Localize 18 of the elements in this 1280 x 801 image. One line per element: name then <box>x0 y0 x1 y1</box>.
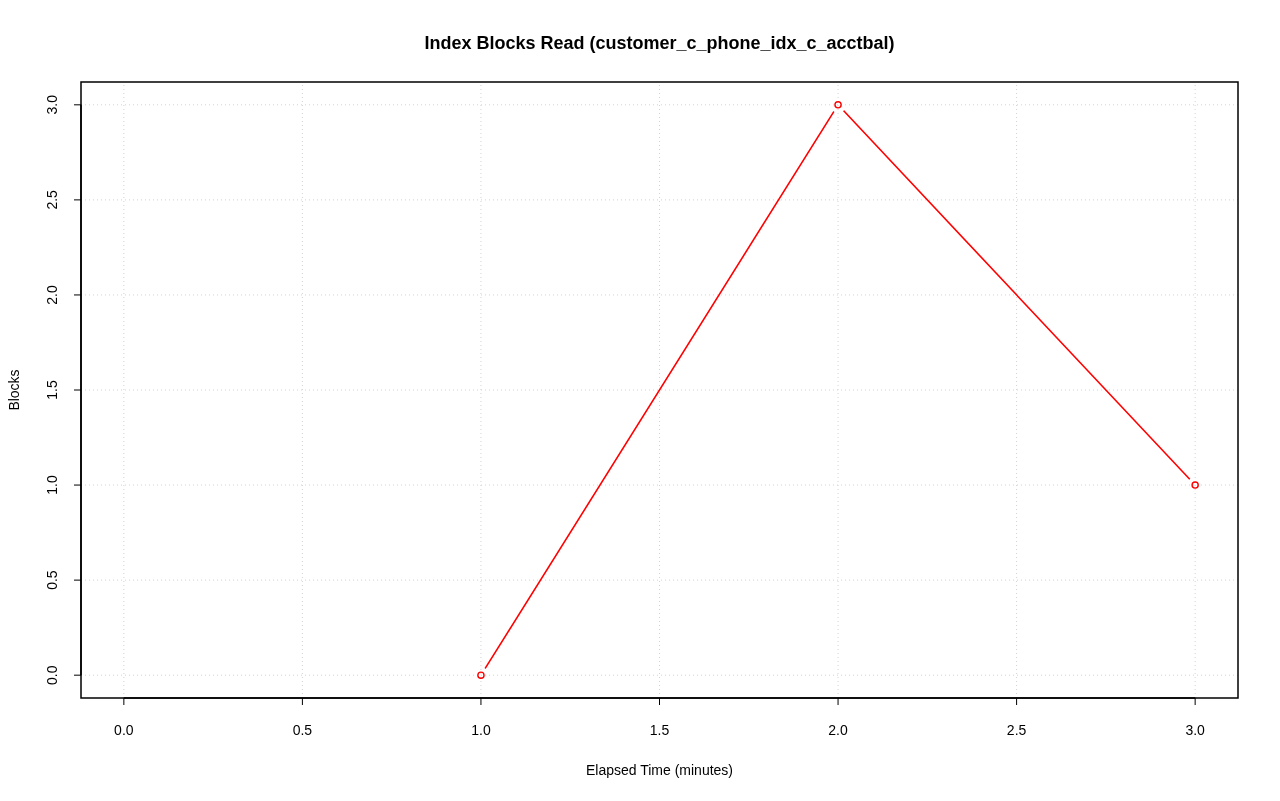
y-tick-label: 1.0 <box>44 475 60 495</box>
chart-title: Index Blocks Read (customer_c_phone_idx_c_acctbal) <box>424 33 895 53</box>
y-tick-label: 0.5 <box>44 570 60 590</box>
x-axis-title: Elapsed Time (minutes) <box>585 762 734 778</box>
y-tick-label: 1.5 <box>44 380 60 400</box>
y-tick-label: 3.0 <box>44 94 60 115</box>
y-axis-title: Blocks <box>6 369 22 411</box>
y-tick-label: 2.5 <box>44 189 60 210</box>
x-tick-label: 2.5 <box>1006 722 1027 738</box>
x-tick-label: 1.5 <box>649 722 670 738</box>
y-tick-label: 0.0 <box>44 665 60 685</box>
x-tick-label: 3.0 <box>1185 722 1206 738</box>
y-tick-label: 2.0 <box>44 285 60 305</box>
x-tick-label: 2.0 <box>828 722 848 738</box>
x-tick-label: 0.5 <box>292 722 313 738</box>
x-tick-label: 1.0 <box>471 722 491 738</box>
point <box>834 101 842 109</box>
x-tick-label: 0.0 <box>114 722 134 738</box>
